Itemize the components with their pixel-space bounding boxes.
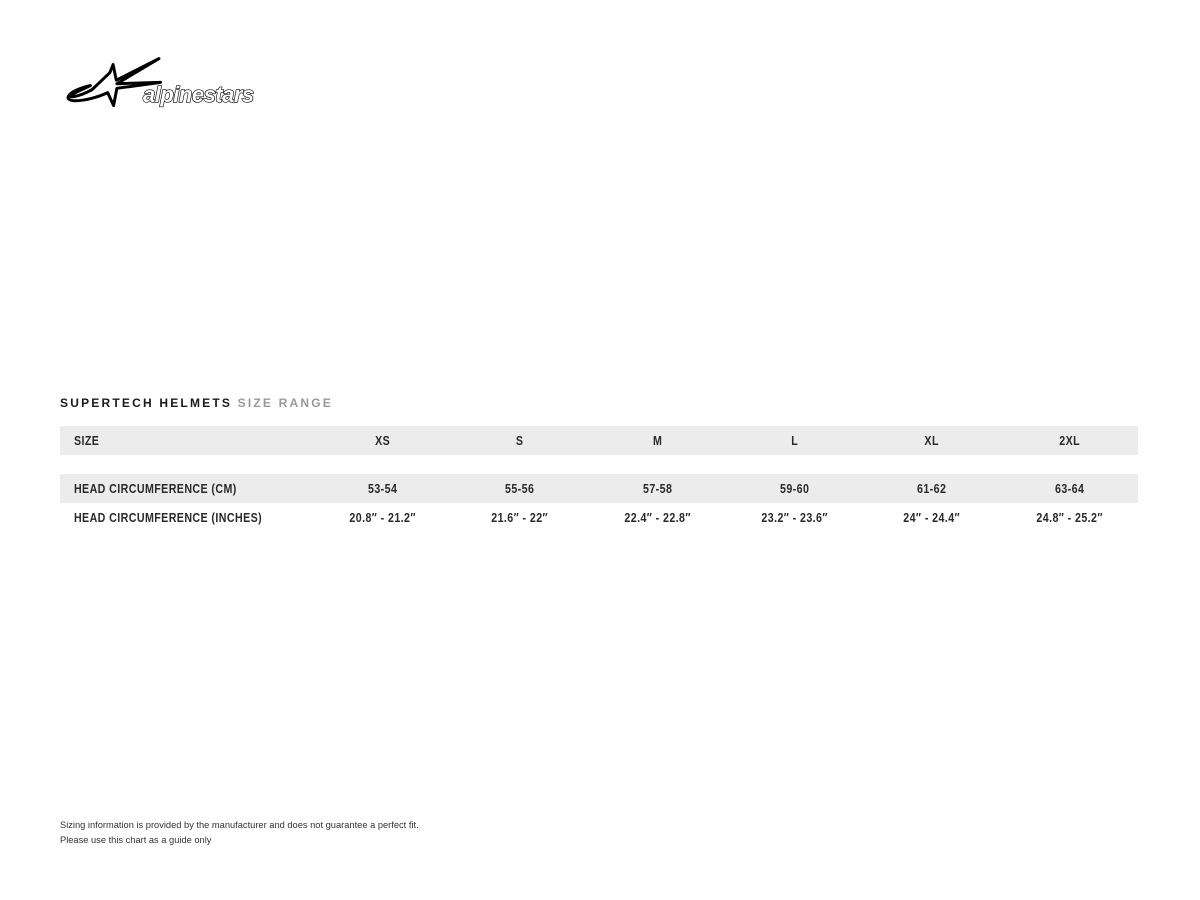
svg-text:alpinestars: alpinestars <box>143 82 254 107</box>
